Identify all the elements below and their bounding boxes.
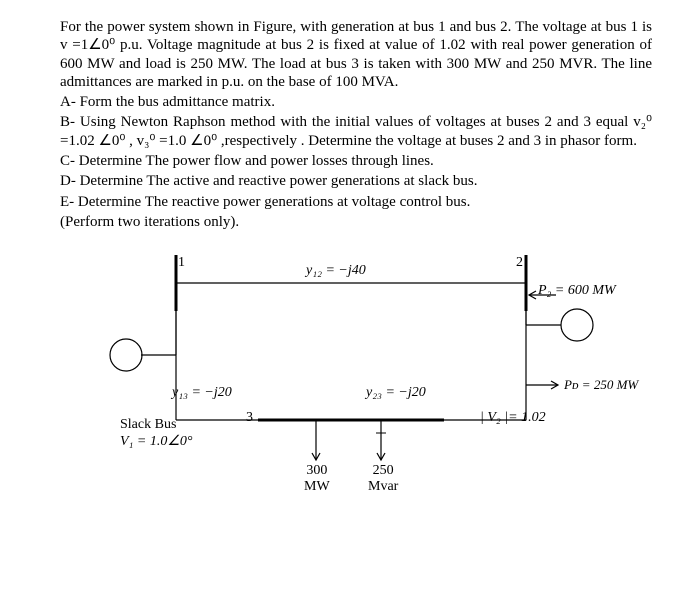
item-d: D- Determine The active and reactive pow… [60,172,652,190]
bus1-num: 1 [178,255,185,271]
load-mw: 300 MW [304,463,330,495]
load-mw-val: 300 [304,463,330,479]
slack-label1: Slack Bus [120,417,176,433]
problem-intro: For the power system shown in Figure, wi… [60,18,652,91]
load-mvar: 250 Mvar [368,463,398,495]
item-e: E- Determine The reactive power generati… [60,193,652,211]
power-system-diagram: 1 2 3 y₁₂ = −j40 y₁₃ = −j20 y₂₃ = −j20 P… [86,245,626,545]
item-note: (Perform two iterations only). [60,213,652,231]
load-mvar-unit: Mvar [368,479,398,495]
y23-label: y₂₃ = −j20 [366,385,426,401]
item-c: C- Determine The power flow and power lo… [60,152,652,170]
item-a: A- Form the bus admittance matrix. [60,93,652,111]
item-b: B- Using Newton Raphson method with the … [60,113,652,150]
bus2-num: 2 [516,255,523,271]
slack-label2: V₁ = 1.0∠0° [120,433,193,450]
pd-label: Pᴅ = 250 MW [564,377,638,393]
v2-label: | V₂ |= 1.02 [480,410,546,426]
y13-label: y₁₃ = −j20 [172,385,232,401]
bus3-num: 3 [246,410,253,426]
p2-label: P₂ = 600 MW [538,283,616,299]
load-mw-unit: MW [304,479,330,495]
y12-label: y₁₂ = −j40 [306,263,366,279]
load-mvar-val: 250 [368,463,398,479]
